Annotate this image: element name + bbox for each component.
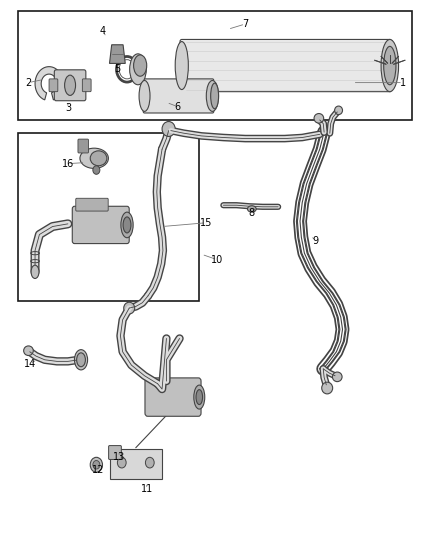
Ellipse shape: [384, 46, 396, 85]
FancyBboxPatch shape: [143, 79, 214, 113]
Text: 3: 3: [65, 103, 71, 113]
FancyBboxPatch shape: [54, 70, 86, 101]
Polygon shape: [110, 45, 125, 63]
Text: 14: 14: [24, 359, 36, 368]
Ellipse shape: [123, 217, 131, 233]
Polygon shape: [35, 67, 63, 100]
FancyBboxPatch shape: [180, 39, 392, 92]
FancyBboxPatch shape: [110, 449, 162, 479]
FancyBboxPatch shape: [82, 79, 91, 92]
Text: 10: 10: [211, 255, 223, 264]
Text: 6: 6: [174, 102, 180, 111]
FancyBboxPatch shape: [145, 378, 201, 416]
Text: 8: 8: [249, 208, 255, 218]
Circle shape: [117, 457, 126, 468]
Text: 2: 2: [25, 78, 32, 87]
Ellipse shape: [211, 83, 219, 109]
FancyBboxPatch shape: [72, 206, 129, 244]
FancyBboxPatch shape: [49, 79, 58, 92]
FancyBboxPatch shape: [76, 198, 108, 211]
Circle shape: [145, 457, 154, 468]
Ellipse shape: [206, 80, 219, 111]
Ellipse shape: [124, 302, 134, 314]
Ellipse shape: [139, 80, 150, 111]
Text: 5: 5: [114, 64, 120, 74]
Ellipse shape: [332, 372, 342, 382]
Text: 7: 7: [242, 19, 248, 29]
Ellipse shape: [194, 385, 205, 409]
Text: 16: 16: [62, 159, 74, 168]
Bar: [18, 133, 199, 301]
Circle shape: [90, 457, 102, 472]
Ellipse shape: [381, 39, 399, 92]
Ellipse shape: [24, 346, 33, 356]
Ellipse shape: [74, 350, 88, 370]
Ellipse shape: [134, 55, 147, 76]
Ellipse shape: [321, 382, 333, 394]
Ellipse shape: [65, 75, 75, 95]
Ellipse shape: [90, 151, 107, 166]
Text: 13: 13: [113, 453, 125, 462]
Ellipse shape: [77, 353, 85, 367]
Ellipse shape: [314, 114, 324, 123]
Ellipse shape: [175, 42, 188, 90]
FancyBboxPatch shape: [78, 139, 88, 153]
Text: 4: 4: [100, 26, 106, 36]
Ellipse shape: [247, 206, 256, 212]
Ellipse shape: [130, 54, 146, 85]
FancyBboxPatch shape: [109, 446, 121, 459]
Circle shape: [93, 461, 100, 469]
Bar: [18, 11, 412, 120]
Text: 11: 11: [141, 484, 153, 494]
Text: 15: 15: [200, 218, 212, 228]
Ellipse shape: [80, 148, 109, 168]
Ellipse shape: [31, 265, 39, 278]
Ellipse shape: [196, 390, 203, 405]
Text: 9: 9: [312, 236, 318, 246]
Ellipse shape: [121, 212, 133, 238]
Circle shape: [93, 166, 100, 174]
Ellipse shape: [335, 106, 343, 115]
Text: 1: 1: [400, 78, 406, 87]
Ellipse shape: [162, 122, 175, 136]
Text: 12: 12: [92, 465, 105, 475]
